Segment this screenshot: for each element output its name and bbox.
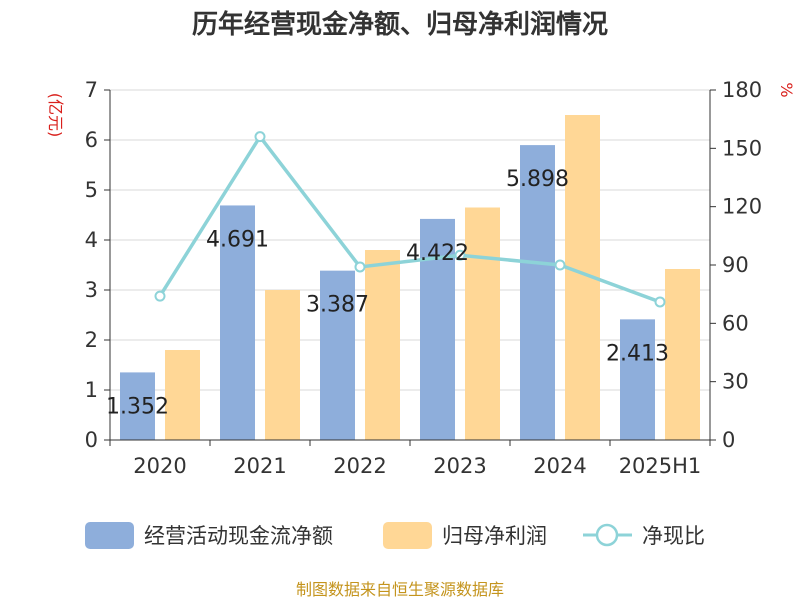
x-tick-label: 2022 (333, 454, 386, 478)
bar-operating-cash-flow (220, 205, 255, 440)
bar-data-label: 4.691 (206, 227, 269, 252)
bar-data-label: 2.413 (606, 341, 669, 366)
bar-net-profit (665, 269, 700, 440)
x-tick-label: 2025H1 (619, 454, 702, 478)
x-tick-label: 2020 (133, 454, 186, 478)
bar-net-profit (465, 207, 500, 440)
axes: 0 1 2 3 4 5 6 7 0 30 60 90 120 150 180 2020 2021 2022 2023… (85, 78, 762, 478)
legend-swatch-operating-cash-flow (85, 522, 134, 549)
x-tick-label: 2021 (233, 454, 286, 478)
bars (120, 115, 700, 440)
bar-data-label: 3.387 (306, 293, 369, 318)
ratio-point (154, 290, 166, 302)
ratio-point (254, 131, 266, 143)
left-tick-label: 6 (85, 128, 98, 152)
right-tick-label: 180 (722, 78, 762, 102)
right-tick-label: 30 (722, 370, 749, 394)
right-axis-unit: % (777, 82, 796, 97)
right-tick-label: 150 (722, 136, 762, 160)
right-tick-label: 60 (722, 311, 749, 335)
gridlines (110, 89, 710, 391)
x-tick-label: 2024 (533, 454, 586, 478)
legend: 经营活动现金流净额 归母净利润 净现比 (85, 522, 705, 549)
legend-swatch-ratio-marker (595, 523, 619, 547)
left-axis-unit: (亿元) (46, 93, 65, 138)
legend-label: 经营活动现金流净额 (144, 524, 333, 548)
source-note: 制图数据来自恒生聚源数据库 (296, 580, 504, 599)
bar-net-profit (165, 350, 200, 440)
bar-operating-cash-flow (320, 270, 355, 440)
bar-net-profit (265, 290, 300, 440)
left-tick-label: 4 (85, 228, 98, 252)
left-tick-label: 7 (85, 78, 98, 102)
ratio-point (354, 261, 366, 273)
bar-net-profit (365, 250, 400, 440)
legend-label: 净现比 (642, 524, 705, 548)
legend-label: 归母净利润 (442, 524, 547, 548)
ratio-line (158, 134, 661, 304)
right-tick-label: 0 (722, 428, 735, 452)
left-tick-label: 0 (85, 428, 98, 452)
left-tick-label: 2 (85, 328, 98, 352)
left-tick-label: 3 (85, 278, 98, 302)
data-labels: 1.352 4.691 3.387 4.422 5.898 2.413 (106, 167, 669, 419)
bar-operating-cash-flow (620, 319, 655, 440)
x-tick-label: 2023 (433, 454, 486, 478)
left-tick-label: 1 (85, 378, 98, 402)
bar-operating-cash-flow (520, 145, 555, 440)
bar-data-label: 4.422 (406, 241, 469, 266)
ratio-point (654, 296, 666, 308)
left-tick-label: 5 (85, 178, 98, 202)
chart-title: 历年经营现金净额、归母净利润情况 (192, 9, 608, 40)
bar-operating-cash-flow (120, 372, 155, 440)
ratio-line-series (154, 131, 666, 308)
ratio-point (554, 259, 566, 271)
right-tick-label: 90 (722, 253, 749, 277)
bar-data-label: 1.352 (106, 394, 169, 419)
ratio-point (454, 249, 466, 261)
bar-data-label: 5.898 (506, 167, 569, 192)
right-tick-label: 120 (722, 195, 762, 219)
legend-swatch-net-profit (383, 522, 432, 549)
